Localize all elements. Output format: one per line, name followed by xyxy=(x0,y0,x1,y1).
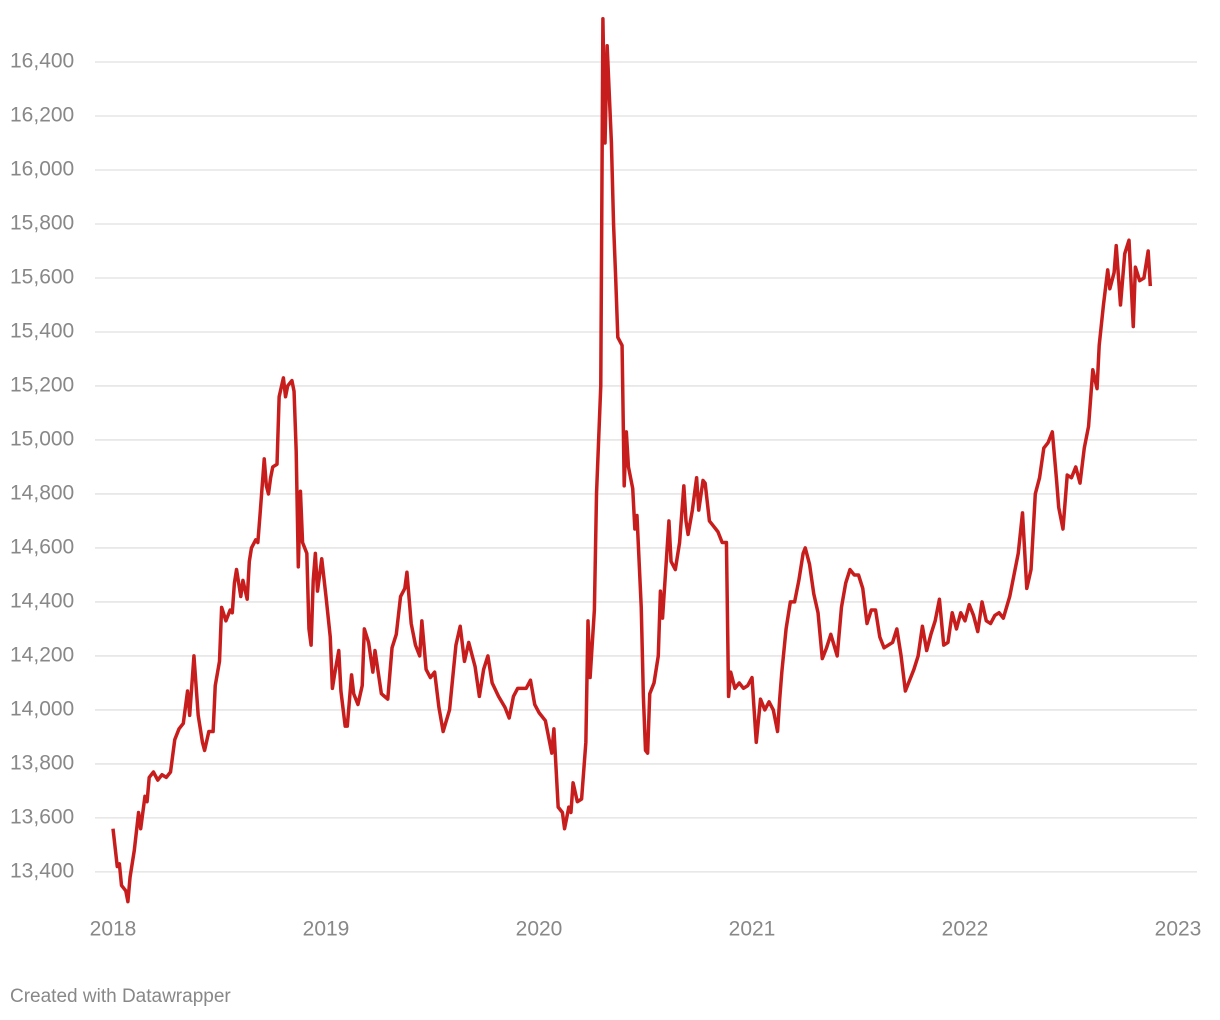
y-tick-label: 15,000 xyxy=(10,427,74,450)
y-tick-label: 16,000 xyxy=(10,158,74,181)
x-tick-label: 2022 xyxy=(942,918,989,941)
footer: Created with Datawrapper xyxy=(10,986,231,1007)
line xyxy=(111,17,1153,904)
y-tick-label: 14,600 xyxy=(10,535,74,558)
y-tick-label: 15,400 xyxy=(10,320,74,343)
y-tick-label: 14,800 xyxy=(10,481,74,504)
y-tick-label: 16,200 xyxy=(10,104,74,127)
y-tick-label: 14,400 xyxy=(10,589,74,612)
y-tick-label: 13,600 xyxy=(10,805,74,828)
x-tick-label: 2018 xyxy=(90,918,137,941)
y-tick-label: 14,200 xyxy=(10,643,74,666)
y-tick-label: 15,200 xyxy=(10,374,74,397)
y-tick-label: 15,800 xyxy=(10,212,74,235)
y-tick-label: 15,600 xyxy=(10,266,74,289)
x-tick-label: 2023 xyxy=(1155,918,1202,941)
x-tick-label: 2021 xyxy=(729,918,776,941)
y-tick-label: 13,400 xyxy=(10,859,74,882)
x-tick-label: 2020 xyxy=(516,918,563,941)
y-tick-label: 16,400 xyxy=(10,50,74,73)
x-tick-label: 2019 xyxy=(303,918,350,941)
y-tick-label: 13,800 xyxy=(10,751,74,774)
y-tick-label: 14,000 xyxy=(10,697,74,720)
